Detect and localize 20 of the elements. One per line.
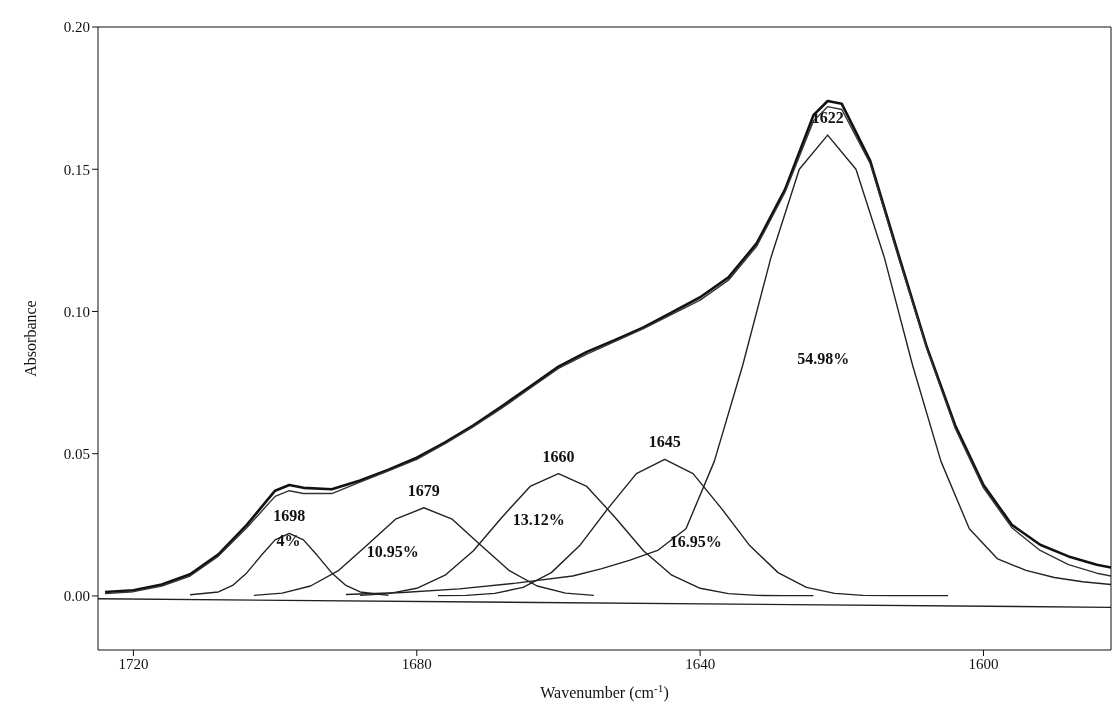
annotation: 1679 (407, 481, 440, 499)
annotation: 1660 (542, 447, 575, 465)
annotation: 54.98% (797, 350, 850, 369)
x-tick-label: 1680 (401, 655, 432, 672)
y-tick-label: 0.10 (63, 303, 90, 320)
annotation: 1645 (648, 433, 681, 451)
annotation: 13.12% (512, 510, 565, 529)
y-tick-label: 0.05 (63, 446, 90, 463)
x-axis-title: Wavenumber (cm$^{-1}$) (540, 682, 669, 702)
x-tick-label: 1640 (685, 655, 716, 672)
x-tick-label: 1600 (968, 655, 999, 672)
annotation: 4% (276, 531, 301, 550)
y-tick-label: 0.20 (63, 19, 90, 36)
annotation: 16.95% (669, 532, 722, 551)
annotation: 1698 (273, 507, 306, 525)
annotation: 10.95% (366, 542, 419, 561)
y-tick-label: 0.00 (63, 588, 90, 605)
y-tick-label: 0.15 (63, 161, 90, 178)
y-axis-title: Absorbance (22, 300, 39, 377)
x-tick-label: 1720 (118, 655, 149, 672)
